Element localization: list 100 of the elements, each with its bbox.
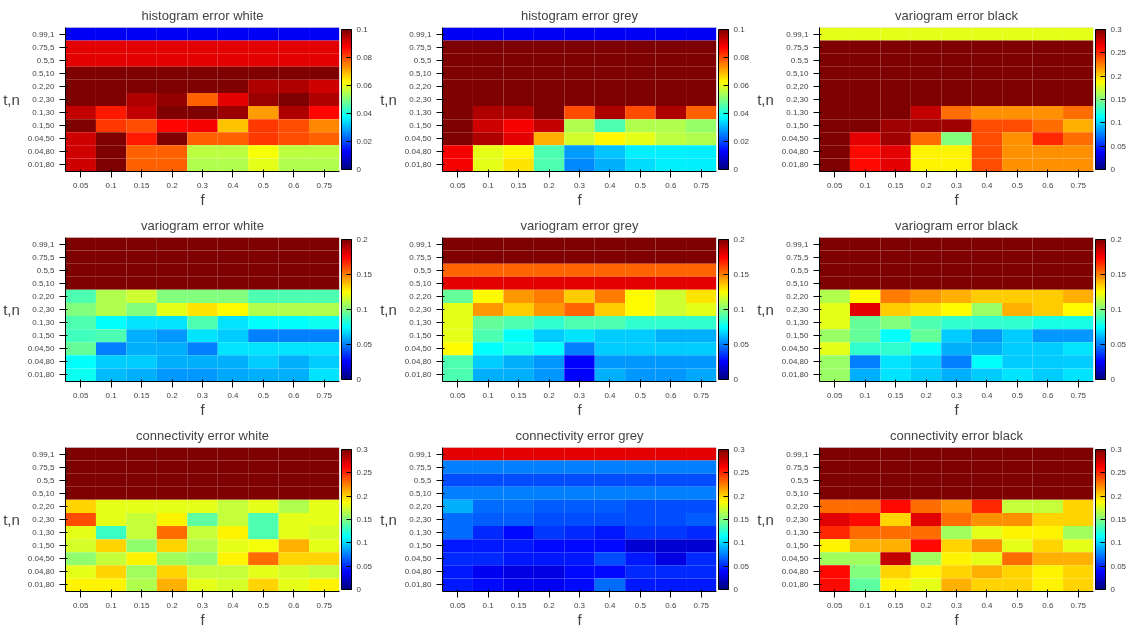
y-tick-label: 0.2,30 <box>786 305 810 314</box>
y-axis-title: t,n <box>380 301 397 318</box>
x-tick-label: 0.15 <box>510 390 527 400</box>
y-tick-label: 0.1,30 <box>32 318 56 328</box>
color-bar-label: 0 <box>1110 375 1116 384</box>
x-tick-label: 0.6 <box>288 390 300 400</box>
x-tick-label: 0.4 <box>227 180 240 190</box>
y-tick-label: 0.75,5 <box>32 42 56 52</box>
color-bar-label: 0.15 <box>1110 95 1127 104</box>
color-bar-label: 0.2 <box>733 235 746 244</box>
x-tick-label: 0.3 <box>196 180 209 190</box>
y-axis-title: t,n <box>3 301 20 318</box>
color-bar-label: 0.1 <box>733 25 746 34</box>
y-tick-label: 0.1,30 <box>32 528 56 538</box>
y-tick-label: 0.2,20 <box>32 81 56 91</box>
x-tick-label: 0.4 <box>604 600 617 610</box>
color-bar-label: 0.15 <box>733 270 750 279</box>
y-tick-label: 0.04,80 <box>404 357 433 367</box>
color-bar-label: 0.1 <box>356 538 369 548</box>
x-axis-title: f <box>577 190 583 208</box>
x-tick-label: 0.05 <box>826 390 844 400</box>
y-tick-label: 0.2,30 <box>32 305 56 314</box>
x-tick-label: 0.6 <box>288 180 300 190</box>
color-bar-label: 0.1 <box>733 538 746 548</box>
x-tick-label: 0.5 <box>1011 600 1024 610</box>
color-bar-label: 0.05 <box>356 561 373 571</box>
y-tick-label: 0.01,80 <box>27 370 56 380</box>
y-tick-label: 0.1,30 <box>786 528 810 538</box>
y-tick-label: 0.01,80 <box>781 580 810 590</box>
x-axis-title: f <box>200 610 206 628</box>
color-bar-label: 0.1 <box>1110 118 1123 128</box>
color-bar-label: 0.3 <box>1110 445 1123 454</box>
color-bar-label: 0.05 <box>733 561 750 571</box>
x-tick-label: 0.1 <box>859 390 872 400</box>
x-tick-label: 0.6 <box>665 600 677 610</box>
x-tick-label: 0.05 <box>449 390 467 400</box>
x-tick-label: 0.4 <box>981 390 994 400</box>
color-bar-label: 0.05 <box>733 340 750 349</box>
y-tick-label: 0.04,50 <box>404 344 433 354</box>
color-bar-label: 0.15 <box>356 515 373 524</box>
color-bar-label: 0.2 <box>356 235 369 244</box>
x-tick-label: 0.15 <box>133 390 150 400</box>
y-tick-label: 0.2,30 <box>409 95 433 104</box>
y-tick-label: 0.01,80 <box>781 160 810 170</box>
y-tick-label: 0.75,5 <box>409 462 433 472</box>
chart-title: variogram error black <box>895 7 1019 23</box>
color-bar-label: 0.08 <box>356 53 373 62</box>
color-bar-label: 0.05 <box>1110 340 1127 349</box>
y-axis-title: t,n <box>380 511 397 528</box>
y-tick-label: 0.99,1 <box>32 29 56 39</box>
y-tick-label: 0.99,1 <box>409 239 433 249</box>
x-tick-label: 0.3 <box>196 390 209 400</box>
x-tick-label: 0.6 <box>665 180 677 190</box>
y-tick-label: 0.99,1 <box>32 449 56 459</box>
x-axis-title: f <box>200 400 206 418</box>
color-bar-label: 0.08 <box>733 53 750 62</box>
x-tick-label: 0.5 <box>1011 390 1024 400</box>
y-tick-label: 0.1,30 <box>409 528 433 538</box>
y-tick-label: 0.75,5 <box>786 462 810 472</box>
x-tick-label: 0.2 <box>920 180 933 190</box>
y-tick-label: 0.5,10 <box>409 488 433 498</box>
x-tick-label: 0.05 <box>826 180 844 190</box>
y-tick-label: 0.04,80 <box>404 567 433 577</box>
chart-title: variogram error grey <box>520 217 639 233</box>
color-bar-label: 0.25 <box>1110 48 1127 58</box>
x-tick-label: 0.3 <box>950 600 963 610</box>
y-tick-label: 0.2,20 <box>786 501 810 511</box>
x-tick-label: 0.5 <box>634 180 647 190</box>
x-tick-label: 0.75 <box>1070 600 1087 610</box>
y-axis-title: t,n <box>3 91 20 108</box>
color-bar-label: 0.05 <box>356 340 373 349</box>
y-tick-label: 0.2,20 <box>409 501 433 511</box>
x-tick-label: 0.05 <box>72 600 90 610</box>
color-bar-label: 0.15 <box>356 270 373 279</box>
y-tick-label: 0.01,80 <box>27 580 56 590</box>
y-tick-label: 0.1,50 <box>32 541 56 551</box>
y-tick-label: 0.04,50 <box>27 134 56 144</box>
x-tick-label: 0.75 <box>316 180 333 190</box>
y-tick-label: 0.04,50 <box>781 344 810 354</box>
y-tick-label: 0.5,10 <box>32 488 56 498</box>
color-bar-label: 0 <box>356 165 362 174</box>
y-axis-title: t,n <box>757 511 774 528</box>
y-tick-label: 0.01,80 <box>781 370 810 380</box>
y-tick-label: 0.1,30 <box>409 108 433 118</box>
y-tick-label: 0.2,20 <box>32 501 56 511</box>
y-tick-label: 0.1,30 <box>409 318 433 328</box>
y-tick-label: 0.5,10 <box>786 68 810 78</box>
y-tick-label: 0.1,50 <box>786 121 810 131</box>
x-axis-title: f <box>954 400 960 418</box>
x-tick-label: 0.3 <box>573 600 586 610</box>
color-bar-label: 0.15 <box>1110 515 1127 524</box>
x-tick-label: 0.4 <box>227 390 240 400</box>
color-bar-label: 0.2 <box>1110 235 1123 244</box>
y-tick-label: 0.04,80 <box>27 357 56 367</box>
x-tick-label: 0.2 <box>166 600 179 610</box>
color-bar-label: 0 <box>733 375 739 384</box>
x-tick-label: 0.1 <box>105 390 118 400</box>
x-tick-label: 0.4 <box>604 180 617 190</box>
x-tick-label: 0.15 <box>133 600 150 610</box>
y-tick-label: 0.2,30 <box>786 515 810 524</box>
